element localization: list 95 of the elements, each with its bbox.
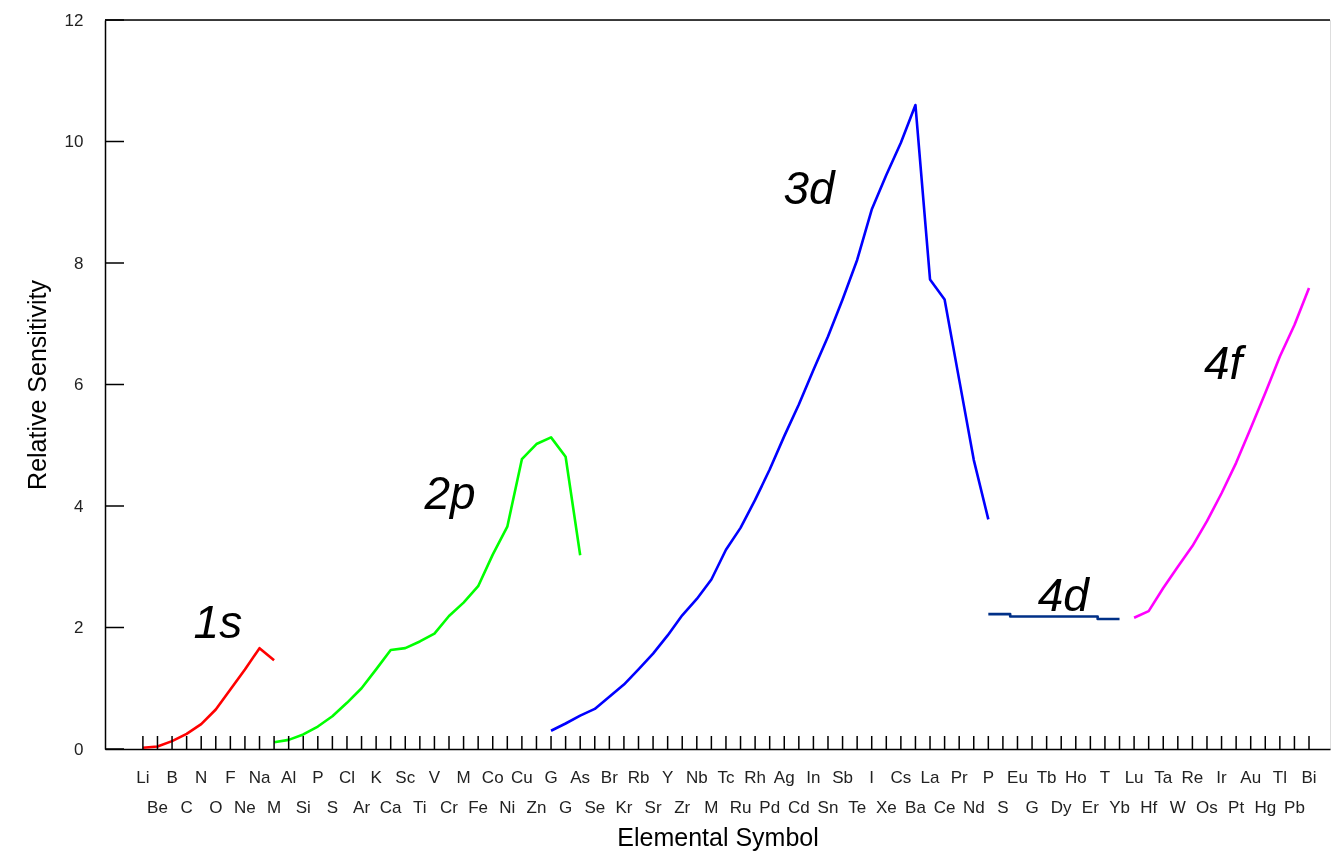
x-tick-label: Ho [1064,768,1087,787]
x-tick-label: Ru [729,798,752,817]
y-tick-label: 2 [74,618,84,637]
x-tick-label: Cs [890,768,912,787]
x-tick-label: Nd [962,798,985,817]
x-tick-label: I [869,768,875,787]
x-tick-label: Sn [817,798,839,817]
x-tick-label: F [225,768,236,787]
x-tick-label: P [982,768,994,787]
x-tick-label: Lu [1124,768,1144,787]
x-tick-label: M [267,798,282,817]
x-tick-label: Ta [1154,768,1173,787]
x-tick-label: Pr [950,768,969,787]
x-tick-label: S [997,798,1009,817]
x-tick-label: S [326,798,339,817]
x-tick-label: M [456,768,471,787]
x-tick-label: Er [1081,798,1100,817]
x-tick-label: N [195,768,208,787]
x-tick-label: Ne [234,798,256,817]
x-tick-label: Eu [1007,768,1028,787]
x-tick-label: Ir [1216,768,1228,787]
x-tick-label: Cl [338,768,355,787]
x-tick-label: O [209,798,223,817]
x-tick-label: Tl [1272,768,1287,787]
x-tick-label: Co [481,768,504,787]
x-tick-label: Br [600,768,619,787]
x-tick-label: Ag [773,768,795,787]
x-tick-label: G [1025,798,1039,817]
x-tick-label: Tc [717,768,735,787]
x-tick-label: Yb [1109,798,1130,817]
x-tick-label: Na [248,768,271,787]
x-tick-label: P [312,768,324,787]
x-tick-label: M [704,798,719,817]
x-tick-label: Au [1240,768,1262,787]
x-tick-label: Ti [413,798,427,817]
y-tick-label: 10 [64,132,84,151]
x-tick-label: Zr [674,798,691,817]
x-tick-label: Os [1196,798,1218,817]
series-label: 4f [1203,336,1247,389]
x-tick-label: Tb [1036,768,1057,787]
x-tick-label: Cu [511,768,533,787]
x-tick-label: Cd [787,798,810,817]
x-tick-label: Ca [379,798,403,817]
x-tick-label: G [544,768,558,787]
y-tick-label: 8 [74,253,84,273]
series-label: 3d [783,161,837,214]
x-tick-label: Al [281,768,297,787]
x-tick-label: Kr [615,798,633,817]
y-axis-title: Relative Sensitivity [22,279,51,490]
x-tick-label: As [570,768,591,787]
y-tick-label: 4 [74,496,84,516]
x-tick-label: Be [147,798,168,817]
x-tick-label: Nb [685,768,708,787]
x-tick-label: Hg [1254,798,1277,817]
x-tick-label: G [559,798,573,817]
x-tick-label: T [1099,768,1111,787]
x-tick-label: C [180,798,193,817]
x-tick-label: K [370,768,383,787]
y-tick-label: 6 [74,375,84,394]
x-axis-title: Elemental Symbol [617,823,819,851]
x-tick-label: Li [136,768,150,787]
y-tick-label: 12 [64,10,84,30]
y-tick-label: 0 [74,739,84,759]
x-tick-label: Zn [526,798,547,817]
series-label: 2p [423,467,476,520]
x-tick-label: Cr [440,798,459,817]
x-tick-label: Ar [353,798,371,817]
x-tick-label: Se [584,798,606,817]
x-tick-label: Sr [644,798,662,817]
x-tick-label: Dy [1050,798,1073,817]
x-tick-label: Pt [1228,798,1245,817]
x-tick-label: Rh [744,768,766,787]
x-tick-label: V [428,768,441,787]
x-tick-label: Bi [1301,768,1317,787]
x-tick-label: Si [295,798,311,817]
x-tick-label: Sb [832,768,853,787]
series-label: 4d [1037,569,1091,622]
x-tick-label: Y [661,768,674,787]
x-tick-label: Pb [1284,798,1305,817]
x-tick-label: Rb [627,768,650,787]
x-tick-label: Sc [395,768,416,787]
x-tick-label: Te [848,798,867,817]
x-tick-label: Re [1181,768,1204,787]
x-tick-label: W [1169,798,1186,817]
x-tick-label: Ce [933,798,956,817]
x-tick-label: B [166,768,178,787]
x-tick-label: Ba [905,798,927,817]
x-tick-label: Hf [1140,798,1158,817]
x-tick-label: Ni [499,798,516,817]
x-tick-label: Xe [875,798,897,817]
x-tick-label: La [920,768,941,787]
x-tick-label: Pd [759,798,781,817]
series-label: 1s [193,595,243,648]
x-tick-label: In [806,768,821,787]
x-tick-label: Fe [468,798,489,817]
